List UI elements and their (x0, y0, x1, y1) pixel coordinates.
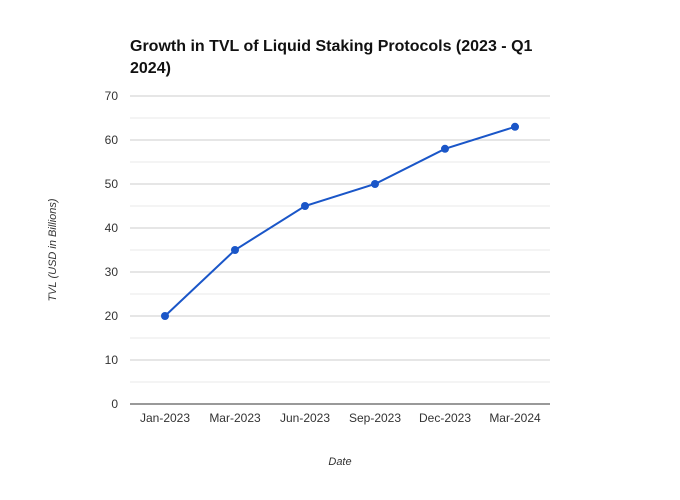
x-tick-label: Mar-2023 (209, 411, 261, 425)
y-tick-label: 0 (111, 397, 118, 411)
y-tick-label: 40 (105, 221, 119, 235)
y-axis-title: TVL (USD in Billions) (47, 198, 59, 301)
data-point (371, 180, 379, 188)
x-tick-label: Dec-2023 (419, 411, 471, 425)
y-tick-label: 60 (105, 133, 119, 147)
y-tick-label: 30 (105, 265, 119, 279)
data-point (441, 144, 449, 153)
series-layer (161, 122, 519, 320)
x-axis-title: Date (328, 456, 351, 468)
data-point (301, 202, 309, 210)
y-tick-label: 50 (105, 177, 119, 191)
chart-title: Growth in TVL of Liquid Staking Protocol… (130, 38, 533, 77)
x-tick-label: Jun-2023 (280, 411, 330, 425)
x-tick-label: Jan-2023 (140, 411, 190, 425)
x-tick-label: Mar-2024 (489, 411, 541, 425)
y-tick-label: 10 (105, 353, 119, 367)
data-point (161, 312, 169, 320)
data-point (231, 246, 239, 254)
y-tick-label: 70 (105, 89, 119, 103)
y-tick-label: 20 (105, 309, 119, 323)
grid-layer (130, 95, 550, 383)
label-layer: 0 10 20 30 40 50 60 70 Jan-2023 Mar-2023 Jun-2023 S… (105, 89, 541, 425)
x-tick-label: Sep-2023 (349, 411, 401, 425)
data-point (511, 122, 519, 131)
series-line (164, 125, 516, 317)
